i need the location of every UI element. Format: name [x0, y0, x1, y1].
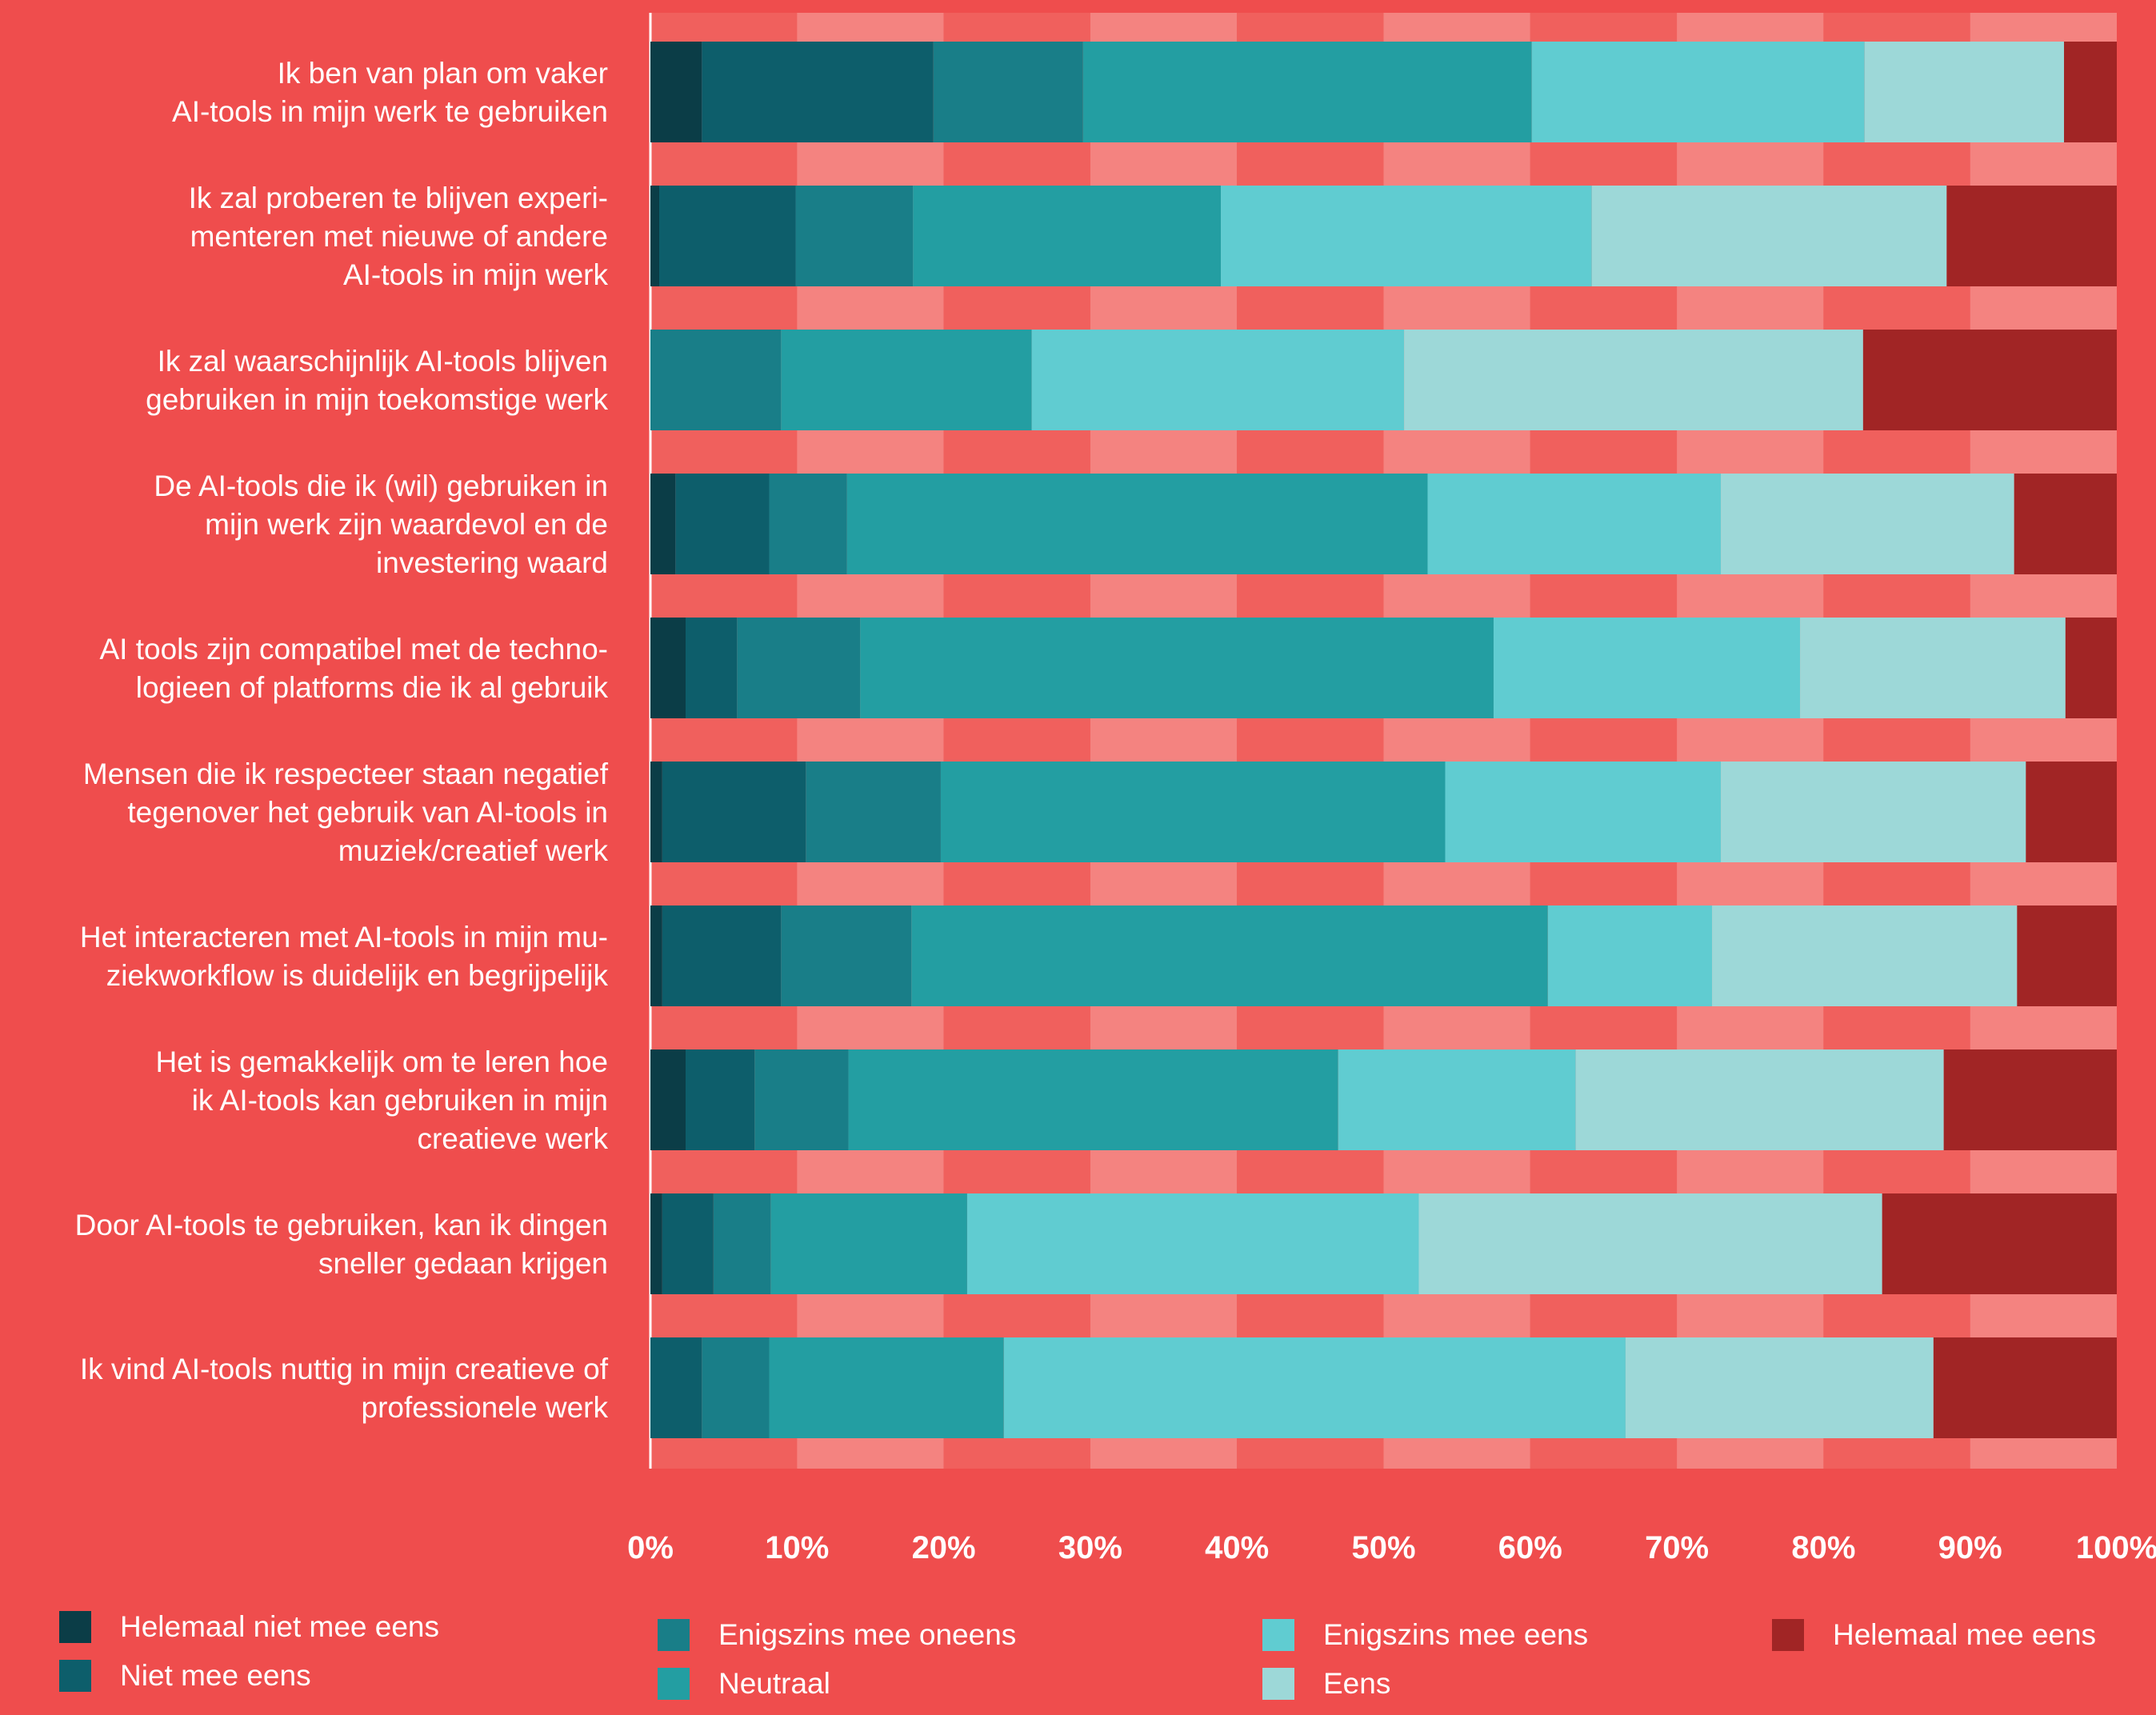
bar-segment	[1800, 618, 2066, 718]
x-tick-label: 40%	[1205, 1530, 1269, 1565]
bar-segment	[1862, 330, 2117, 430]
category-label: Het interacteren met AI-tools in mijn mu…	[80, 921, 609, 992]
bar-segment	[1221, 186, 1592, 286]
x-tick-label: 50%	[1351, 1530, 1415, 1565]
bar-segment	[770, 1193, 967, 1294]
bar-segment	[650, 1049, 686, 1150]
bar-segment	[754, 1049, 849, 1150]
bar-segment	[2017, 905, 2117, 1006]
bar-segment	[2014, 474, 2117, 574]
bar-segment	[1418, 1193, 1882, 1294]
category-label: Mensen die ik respecteer staan negatief t…	[83, 758, 609, 867]
bar-segment	[933, 42, 1083, 142]
bar-segment	[650, 762, 662, 862]
category-label: Ik vind AI-tools nuttig in mijn creatiev…	[80, 1353, 609, 1424]
category-label: AI tools zijn compatibel met de techno-l…	[100, 633, 609, 704]
bar-segment	[685, 618, 738, 718]
bar-segment	[860, 618, 1494, 718]
bar-segment	[1946, 186, 2117, 286]
bar-segment	[650, 1193, 662, 1294]
bar-segment	[650, 618, 686, 718]
x-tick-label: 20%	[912, 1530, 976, 1565]
bar-segment	[1082, 42, 1532, 142]
x-tick-label: 30%	[1058, 1530, 1122, 1565]
bar-segment	[966, 1193, 1419, 1294]
bar-segment	[1591, 186, 1947, 286]
bar-segment	[702, 42, 934, 142]
bar-segment	[913, 186, 1222, 286]
bar-segment	[846, 474, 1428, 574]
bar-segment	[702, 1337, 770, 1438]
bar-segment	[650, 42, 702, 142]
x-tick-label: 60%	[1498, 1530, 1562, 1565]
bar-segment	[658, 186, 796, 286]
bar-segment	[713, 1193, 771, 1294]
category-label: Ik ben van plan om vaker AI-tools in mijn…	[172, 57, 608, 128]
bar-segment	[1721, 762, 2026, 862]
category-label: Ik zal proberen te blijven experi-menter…	[189, 182, 609, 291]
bar-segment	[1882, 1193, 2117, 1294]
bar-segment	[1625, 1337, 1934, 1438]
category-label: Het is gemakkelijk om te leren hoe ik AI-…	[155, 1045, 608, 1155]
x-tick-label: 70%	[1645, 1530, 1709, 1565]
bar-segment	[650, 905, 662, 1006]
bar-segment	[1721, 474, 2014, 574]
bar-segments	[650, 42, 2117, 1438]
bar-segment	[848, 1049, 1338, 1150]
bar-segment	[675, 474, 770, 574]
x-tick-label: 100%	[2076, 1530, 2156, 1565]
bar-segment	[650, 474, 676, 574]
category-label: De AI-tools die ik (wil) gebruiken in mij…	[154, 470, 608, 579]
bar-segment	[685, 1049, 755, 1150]
category-label: Ik zal waarschijnlijk AI-tools blijven ge…	[146, 345, 608, 416]
bar-segment	[1427, 474, 1722, 574]
bar-segment	[650, 186, 659, 286]
x-tick-label: 10%	[765, 1530, 829, 1565]
category-label: Door AI-tools te gebruiken, kan ik dinge…	[75, 1209, 608, 1280]
bar-segment	[2026, 762, 2117, 862]
bar-segment	[1003, 1337, 1626, 1438]
x-tick-label: 80%	[1791, 1530, 1855, 1565]
bar-segment	[1531, 42, 1865, 142]
bar-segment	[1404, 330, 1863, 430]
bar-segment	[1864, 42, 2065, 142]
bar-segment	[650, 330, 782, 430]
bar-segment	[737, 618, 861, 718]
bar-segment	[1933, 1337, 2117, 1438]
bar-segment	[1575, 1049, 1944, 1150]
bar-segment	[795, 186, 914, 286]
bar-segment	[1031, 330, 1405, 430]
x-tick-labels: 0% 10% 20% 30% 40% 50% 60% 70% 80% 90% 100%	[627, 1530, 2156, 1565]
bar-segment	[940, 762, 1446, 862]
bar-segment	[1943, 1049, 2117, 1150]
bar-segment	[769, 474, 847, 574]
x-tick-label: 90%	[1938, 1530, 2002, 1565]
bar-segment	[662, 1193, 714, 1294]
bar-segment	[1445, 762, 1722, 862]
category-labels: Ik ben van plan om vaker AI-tools in mijn…	[75, 57, 609, 1424]
bar-segment	[1338, 1049, 1576, 1150]
bar-segment	[1712, 905, 2018, 1006]
bar-segment	[769, 1337, 1004, 1438]
bar-segment	[1493, 618, 1801, 718]
bar-segment	[662, 762, 806, 862]
bar-segment	[781, 905, 912, 1006]
x-tick-label: 0%	[627, 1530, 674, 1565]
bar-segment	[1547, 905, 1713, 1006]
bar-segment	[2065, 618, 2117, 718]
bar-segment	[781, 330, 1032, 430]
bar-segment	[650, 1337, 702, 1438]
bar-segment	[911, 905, 1548, 1006]
bar-segment	[806, 762, 941, 862]
bar-segment	[2064, 42, 2117, 142]
bar-segment	[662, 905, 782, 1006]
